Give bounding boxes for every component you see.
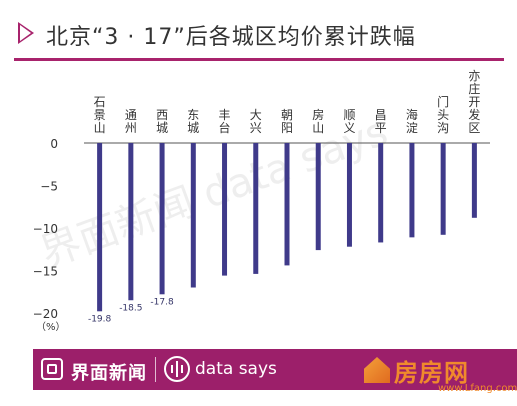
y-unit-label: （%）	[36, 321, 66, 333]
category-label: 头	[437, 108, 449, 122]
footer-banner: 界面新闻 data says	[33, 349, 517, 390]
category-label: 义	[343, 121, 355, 135]
category-label: 丰	[219, 108, 231, 122]
data-says-logo-icon	[164, 356, 190, 382]
bar	[346, 143, 352, 247]
bar	[471, 143, 477, 218]
y-tick-label: −15	[33, 265, 58, 279]
category-label: 城	[156, 121, 168, 135]
category-label: 亦	[468, 68, 480, 83]
bar	[128, 143, 134, 301]
bar	[284, 143, 290, 266]
category-label: 房	[312, 107, 324, 122]
category-label: 州	[125, 121, 137, 135]
category-label: 沟	[437, 121, 449, 135]
site-name: 房房网	[394, 359, 469, 387]
category-label: 海	[406, 107, 418, 122]
y-tick-label: −20	[33, 307, 58, 321]
house-logo-icon	[364, 357, 390, 383]
bar	[378, 143, 384, 243]
category-label: 淀	[406, 121, 418, 135]
category-label: 区	[468, 121, 480, 135]
category-label: 城	[187, 121, 199, 135]
category-label: 西	[156, 108, 168, 122]
category-label: 山	[312, 121, 324, 135]
category-label: 景	[94, 108, 106, 122]
category-label: 平	[375, 121, 387, 135]
chart-title: 北京“3 · 17”后各城区均价累计跌幅	[46, 25, 416, 50]
category-label: 兴	[250, 121, 262, 135]
title-bar: 北京“3 · 17”后各城区均价累计跌幅	[0, 0, 517, 62]
footer-brand: 界面新闻	[71, 363, 147, 384]
category-label: 阳	[281, 121, 293, 135]
bar	[440, 143, 446, 235]
category-label: 石	[94, 95, 106, 109]
data-label: -19.8	[88, 314, 112, 324]
bar	[315, 143, 321, 251]
jiemian-logo-icon	[41, 358, 63, 380]
category-label: 通	[125, 108, 137, 122]
bar	[409, 143, 415, 238]
footer-data-says: data says	[195, 359, 277, 379]
bar	[253, 143, 259, 274]
category-label: 山	[94, 121, 106, 135]
category-label: 门	[437, 94, 449, 109]
y-tick-label: −5	[40, 180, 58, 194]
category-label: 台	[219, 120, 231, 135]
category-label: 东	[187, 108, 199, 122]
y-tick-label: 0	[50, 137, 58, 151]
footer-separator	[155, 357, 156, 382]
category-label: 发	[468, 107, 480, 122]
category-label: 顺	[343, 108, 355, 122]
bar	[159, 143, 165, 295]
data-label: -18.5	[119, 303, 142, 313]
category-label: 朝	[281, 108, 293, 122]
title-underline	[14, 58, 504, 61]
category-label: 开	[468, 95, 480, 109]
data-label: -17.8	[150, 297, 174, 307]
bar	[97, 143, 103, 312]
y-tick-label: −10	[33, 222, 58, 236]
category-label: 庄	[468, 81, 480, 96]
category-label: 大	[250, 108, 262, 122]
site-url: www.Lfang.com	[438, 383, 517, 394]
title-arrow-icon	[18, 22, 34, 44]
bar	[222, 143, 228, 276]
category-label: 昌	[375, 108, 387, 122]
site-watermark: 房房网 www.Lfang.com	[350, 351, 517, 395]
bar	[190, 143, 196, 288]
